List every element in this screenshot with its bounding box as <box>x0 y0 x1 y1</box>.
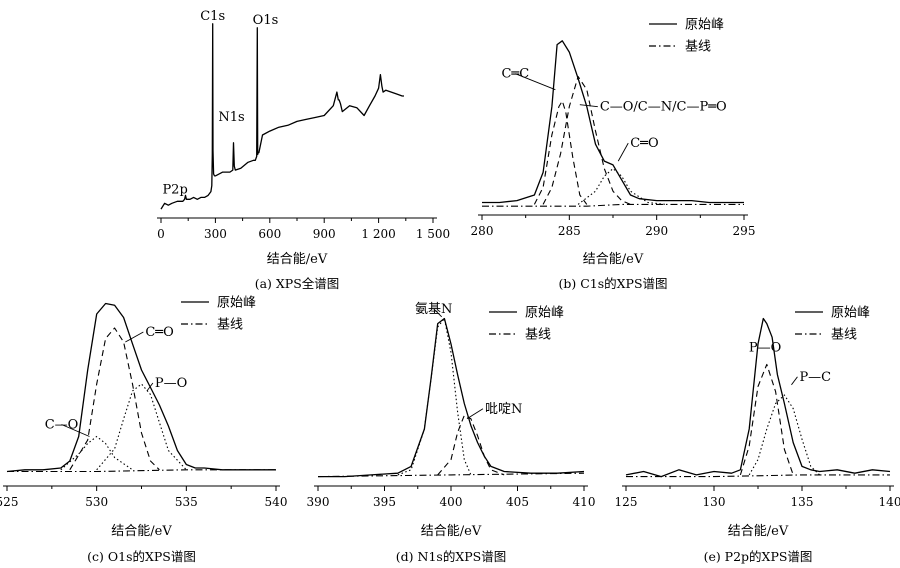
panel-caption: (a) XPS全谱图 <box>255 276 340 291</box>
annotation-leader <box>125 331 144 343</box>
series-line-dashdot <box>7 469 276 473</box>
series-line-dashed <box>437 414 505 476</box>
x-tick-label: 135 <box>791 495 814 509</box>
x-tick-label: 395 <box>373 495 396 509</box>
series-line-dotted <box>96 383 187 471</box>
legend-label: 基线 <box>685 40 711 55</box>
series-line-solid <box>625 317 891 478</box>
x-tick-label: 285 <box>558 224 581 238</box>
chart-panel-b: 280 285 290 295 结合能/eV (b) C1s的XPS谱图 C═C C—O/C—… <box>471 18 756 292</box>
x-tick-label: 900 <box>313 227 336 241</box>
peak-annotation: 氨基N <box>415 302 452 317</box>
legend-label: 基线 <box>831 328 857 343</box>
annotation-leader <box>466 408 484 420</box>
annotation-leader <box>617 142 629 162</box>
annotation-leader <box>515 73 556 91</box>
series-line-solid <box>482 40 744 204</box>
peak-annotation: C═O <box>145 325 173 340</box>
x-tick-label: 540 <box>265 495 288 509</box>
series-line-solid <box>160 23 404 210</box>
annotation-leader <box>146 382 154 392</box>
peak-annotation: C—O/C—N/C—P═O <box>600 100 727 115</box>
series-line-solid <box>6 302 276 473</box>
x-tick-label: 400 <box>440 495 463 509</box>
series-line-dashed <box>533 100 588 205</box>
peak-annotation: 吡啶N <box>485 402 522 417</box>
panel-caption: (e) P2p的XPS谱图 <box>704 549 813 564</box>
panel-caption: (b) C1s的XPS谱图 <box>558 276 667 291</box>
series-line-dashdot <box>626 474 890 478</box>
x-axis-label: 结合能/eV <box>728 524 789 539</box>
series-line-dashed <box>739 363 794 476</box>
peak-annotation: P—O <box>749 341 781 356</box>
x-axis-label: 结合能/eV <box>583 252 644 267</box>
series-line-dotted <box>748 394 820 476</box>
x-tick-label: 530 <box>85 495 108 509</box>
peak-annotation: C═O <box>630 136 658 151</box>
series-line-solid <box>318 317 585 478</box>
panel-caption: (c) O1s的XPS谱图 <box>87 549 196 564</box>
x-tick-label: 535 <box>175 495 198 509</box>
legend-label: 原始峰 <box>685 18 724 33</box>
x-tick-label: 1 200 <box>361 227 395 241</box>
peak-annotation: C1s <box>200 9 225 24</box>
x-tick-label: 390 <box>307 495 330 509</box>
x-axis-label: 结合能/eV <box>111 524 172 539</box>
peak-annotation: C—O <box>45 418 79 433</box>
panel-caption: (d) N1s的XPS谱图 <box>396 549 506 564</box>
series-line-dashdot <box>317 472 585 478</box>
x-tick-label: 295 <box>733 224 756 238</box>
x-tick-label: 130 <box>703 495 726 509</box>
x-tick-label: 290 <box>645 224 668 238</box>
x-tick-label: 125 <box>615 495 638 509</box>
annotation-leader <box>579 104 598 108</box>
peak-annotation: O1s <box>253 13 279 28</box>
x-tick-label: 0 <box>157 227 165 241</box>
x-tick-label: 410 <box>573 495 596 509</box>
series-line-dotted <box>60 435 133 471</box>
x-tick-label: 300 <box>204 227 227 241</box>
x-tick-label: 600 <box>258 227 281 241</box>
chart-panel-d: 390 395 400 405 410 结合能/eV (d) N1s的XPS谱图 氨基N 吡啶N… <box>307 302 596 564</box>
x-tick-label: 1 500 <box>416 227 450 241</box>
peak-annotation: P2p <box>162 182 187 197</box>
peak-annotation: P—C <box>799 370 831 385</box>
annotation-leader <box>433 308 443 318</box>
chart-panel-e: 125 130 135 140 结合能/eV (e) P2p的XPS谱图 P—O P—C 原始峰… <box>615 306 900 565</box>
annotation-leader <box>791 376 798 386</box>
x-tick-label: 280 <box>471 224 494 238</box>
x-tick-label: 525 <box>0 495 18 509</box>
chart-panel-c: 525 530 535 540 结合能/eV (c) O1s的XPS谱图 C═O P—O C—O… <box>0 296 287 565</box>
legend-label: 原始峰 <box>525 306 564 321</box>
chart-panel-a: 0 300 600 900 1 200 1 500 结合能/eV (a) XPS全谱图 C1s O… <box>157 9 450 291</box>
series-line-dotted <box>397 317 472 476</box>
series-line-dashed <box>542 75 631 205</box>
peak-annotation: P—O <box>155 376 187 391</box>
series-line-dashed <box>69 327 160 471</box>
x-tick-label: 405 <box>506 495 529 509</box>
peak-annotation: C═C <box>501 67 529 82</box>
legend-label: 基线 <box>525 328 551 343</box>
x-axis-label: 结合能/eV <box>421 524 482 539</box>
x-tick-label: 140 <box>879 495 900 509</box>
series-line-dashdot <box>482 203 744 207</box>
x-axis-label: 结合能/eV <box>267 252 328 267</box>
legend-label: 基线 <box>217 318 243 333</box>
annotation-leader <box>61 424 90 437</box>
legend-label: 原始峰 <box>217 296 256 311</box>
legend-label: 原始峰 <box>831 306 870 321</box>
series-line-dotted <box>577 168 666 205</box>
peak-annotation: N1s <box>218 110 244 125</box>
